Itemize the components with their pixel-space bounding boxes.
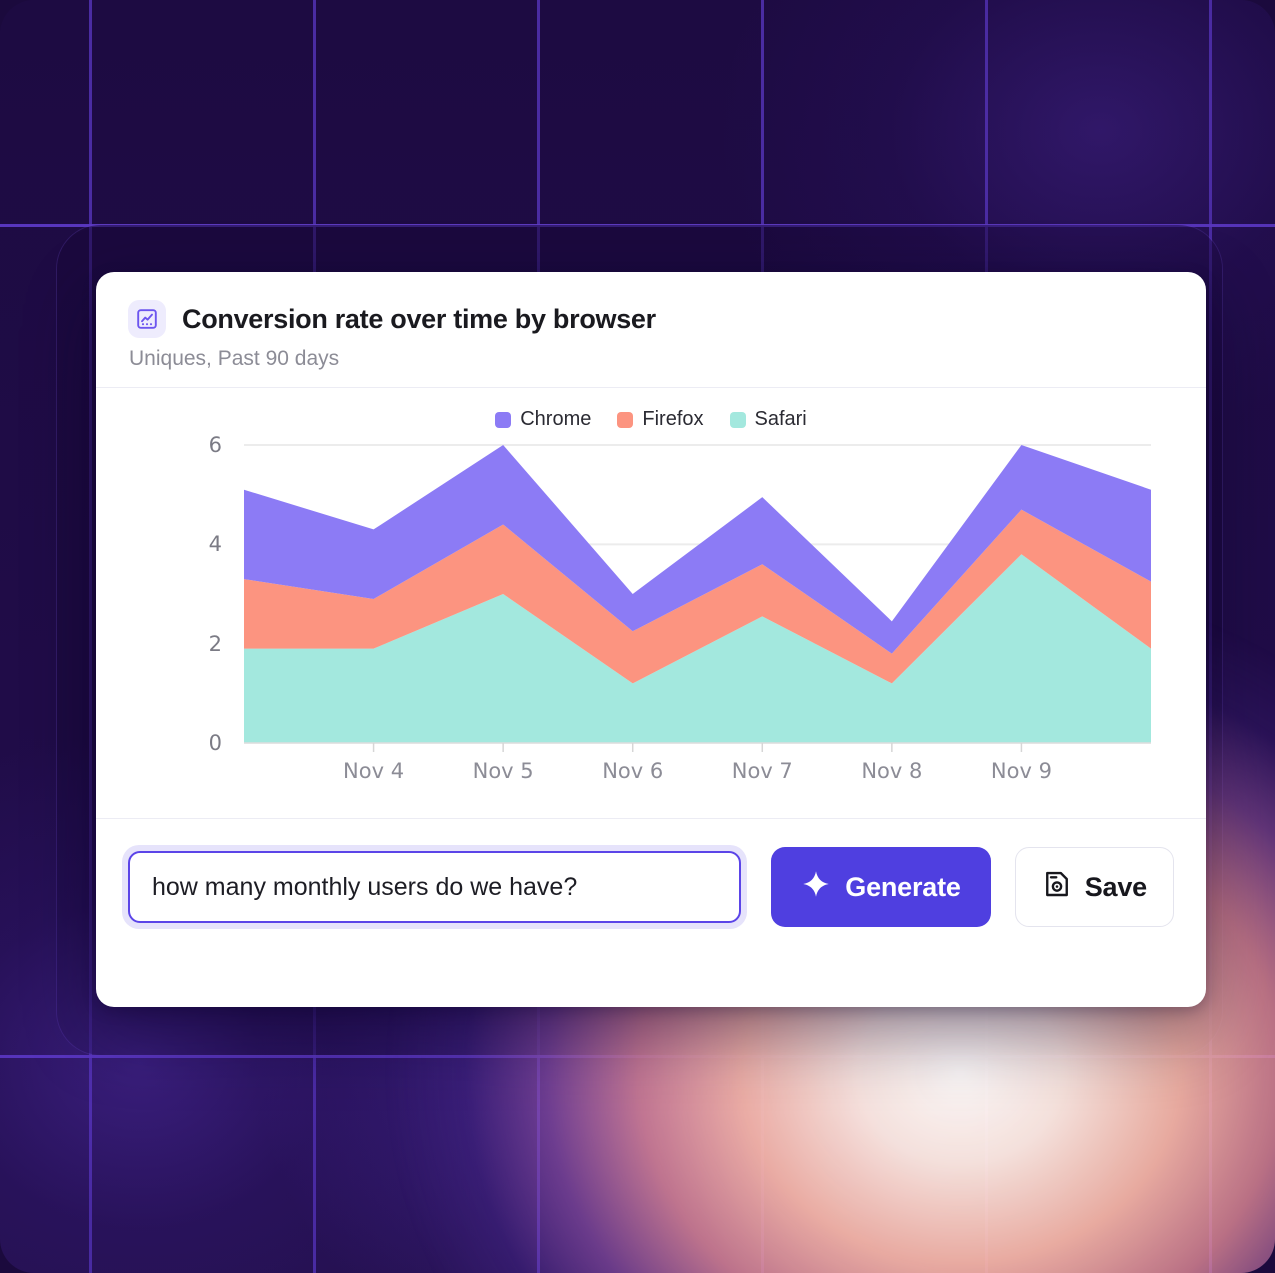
- chart-y-axis: 0 2 4 6: [96, 433, 222, 795]
- chart-area-safari: [244, 554, 1151, 743]
- prompt-input-wrapper: [122, 845, 748, 929]
- chart-x-tick-label: Nov 7: [731, 759, 793, 783]
- page-title: Conversion rate over time by browser: [182, 303, 656, 334]
- legend-label: Safari: [754, 408, 807, 430]
- chart: Chrome Firefox Safari 0 2 4 6 Nov 4 Nov 5 Nov 6…: [96, 388, 1206, 818]
- legend-swatch-icon: [617, 411, 634, 428]
- chart-y-tick-label: 4: [208, 532, 222, 557]
- chart-x-tick-label: Nov 5: [472, 759, 534, 783]
- save-button[interactable]: Save: [1014, 847, 1174, 927]
- line-chart-icon: [128, 300, 166, 338]
- save-button-label: Save: [1084, 871, 1147, 902]
- chart-x-tick-label: Nov 4: [343, 759, 405, 783]
- legend-swatch-icon: [495, 411, 512, 428]
- save-disk-icon: [1042, 869, 1072, 906]
- legend-item-firefox[interactable]: Firefox: [617, 408, 704, 431]
- generate-button[interactable]: Generate: [771, 847, 991, 927]
- card-subtitle: Uniques, Past 90 days: [129, 347, 340, 370]
- legend-label: Chrome: [520, 408, 592, 430]
- chart-svg: [244, 444, 1151, 752]
- card-header: Conversion rate over time by browser Uni…: [96, 272, 1206, 387]
- chart-area-firefox: [244, 509, 1151, 684]
- chart-x-tick-label: Nov 8: [861, 759, 923, 783]
- chart-x-axis: Nov 4 Nov 5 Nov 6 Nov 7 Nov 8 Nov 9: [96, 759, 1206, 793]
- generate-button-label: Generate: [845, 871, 961, 902]
- legend-swatch-icon: [729, 411, 746, 428]
- card-title-row: Conversion rate over time by browser: [128, 300, 1174, 338]
- legend-label: Firefox: [642, 408, 704, 430]
- chart-y-tick-label: 6: [208, 433, 222, 457]
- legend-item-safari[interactable]: Safari: [729, 408, 807, 431]
- sparkle-icon: [801, 869, 831, 906]
- legend-item-chrome[interactable]: Chrome: [495, 408, 591, 431]
- chart-plot-area: 0 2 4 6 Nov 4 Nov 5 Nov 6 Nov 7 Nov 8 Nov 9: [96, 433, 1206, 795]
- chart-area-chrome: [244, 445, 1151, 654]
- header-divider: [96, 387, 1206, 388]
- footer-divider: [96, 818, 1206, 819]
- chart-card: Conversion rate over time by browser Uni…: [96, 272, 1206, 1007]
- chart-y-tick-label: 0: [208, 731, 222, 755]
- prompt-input[interactable]: [128, 851, 742, 923]
- chart-x-tick-label: Nov 9: [990, 759, 1052, 783]
- chart-y-tick-label: 2: [208, 631, 222, 656]
- chart-legend: Chrome Firefox Safari: [96, 388, 1206, 435]
- chart-x-tick-label: Nov 6: [602, 759, 664, 783]
- card-footer: Generate Save: [96, 819, 1206, 959]
